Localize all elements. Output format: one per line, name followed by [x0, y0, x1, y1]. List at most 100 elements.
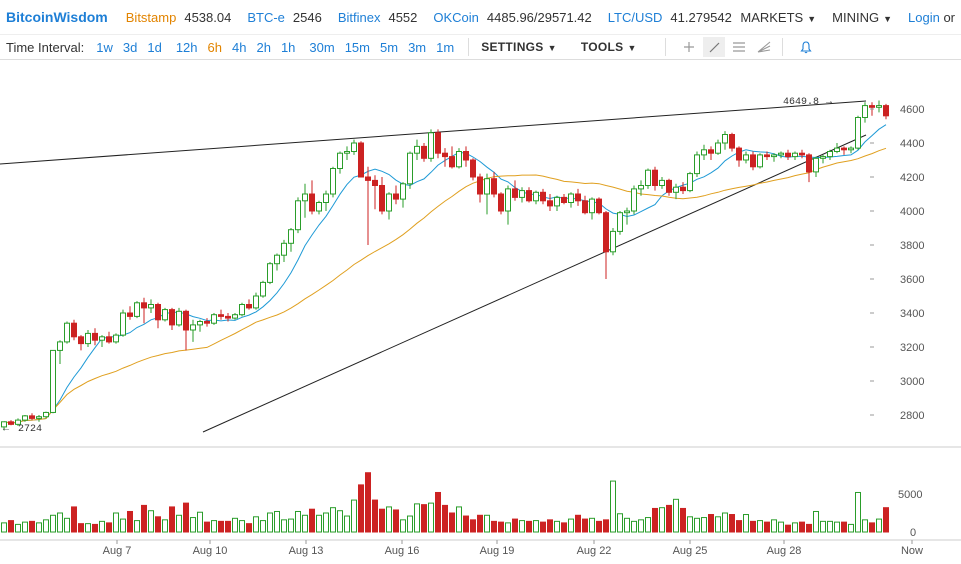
candle	[491, 171, 497, 198]
candle	[344, 146, 350, 160]
candle-body	[428, 132, 434, 159]
lower-trendline[interactable]	[202, 134, 867, 433]
candle-body	[316, 202, 322, 212]
y-tick-label: 4200	[900, 172, 924, 184]
volume-bar	[841, 521, 847, 533]
candle	[36, 415, 42, 422]
candle-body	[764, 154, 770, 158]
candle	[624, 207, 630, 225]
chart-toolbar: Time Interval: 1w 3d 1d 12h 6h 4h 2h 1h 30m 15m 5m…	[0, 34, 961, 60]
volume-bar	[799, 521, 805, 533]
volume-bar	[421, 504, 427, 533]
interval-1d[interactable]: 1d	[147, 39, 162, 55]
candle	[631, 185, 637, 215]
candle	[582, 195, 588, 215]
interval-15m[interactable]: 15m	[344, 39, 370, 55]
interval-12h[interactable]: 12h	[175, 39, 198, 55]
candle-body	[596, 198, 602, 214]
interval-2h[interactable]: 2h	[256, 39, 271, 55]
candle-body	[372, 179, 378, 187]
volume-bar	[575, 514, 581, 533]
exchange-ticker[interactable]: Bitfinex 4552	[338, 10, 418, 25]
alert-bell-icon[interactable]	[795, 37, 817, 57]
volume-bars	[1, 472, 889, 533]
volume-bar	[687, 516, 693, 533]
candle-body	[127, 312, 133, 317]
candle-body	[603, 212, 609, 253]
candle-body	[421, 145, 427, 159]
exchange-ticker[interactable]: LTC/USD 41.279542	[608, 10, 732, 25]
line-tool-icon[interactable]	[702, 37, 725, 57]
interval-3m[interactable]: 3m	[408, 39, 427, 55]
y-tick-label: 3000	[900, 376, 924, 388]
candle-body	[624, 210, 630, 214]
exchange-ticker[interactable]: Bitstamp 4538.04	[126, 10, 232, 25]
interval-5m[interactable]: 5m	[380, 39, 399, 55]
candle-body	[239, 304, 245, 316]
volume-bar	[50, 514, 56, 533]
volume-bar	[764, 521, 770, 533]
volume-bar	[288, 518, 294, 533]
candle-body	[155, 304, 161, 321]
exchange-ticker[interactable]: OKCoin 4485.96/29571.42	[433, 10, 591, 25]
volume-bar	[848, 523, 854, 533]
exchange-price: 41.279542	[670, 9, 732, 25]
candle	[134, 301, 140, 319]
volume-bar	[540, 521, 546, 533]
candle-body	[498, 193, 504, 212]
crosshair-tool-icon[interactable]	[678, 37, 700, 57]
candle-body	[29, 415, 35, 419]
candle-body	[176, 310, 182, 326]
candle	[407, 151, 413, 189]
candle-body	[1, 421, 7, 428]
candle	[540, 188, 546, 205]
volume-bar	[498, 521, 504, 533]
volume-bar	[428, 502, 434, 533]
volume-bar	[512, 518, 518, 533]
candle-body	[330, 168, 336, 195]
settings-label: SETTINGS	[481, 40, 544, 54]
brand-logo[interactable]: BitcoinWisdom	[6, 9, 108, 25]
volume-bar	[526, 520, 532, 533]
interval-6h[interactable]: 6h	[207, 39, 222, 55]
mining-label: MINING	[832, 9, 880, 25]
settings-dropdown[interactable]: SETTINGS ▼	[481, 40, 557, 54]
candle	[190, 319, 196, 342]
candle	[337, 151, 343, 174]
candle-body	[701, 149, 707, 156]
login-label: Login	[908, 9, 940, 25]
interval-30m[interactable]: 30m	[309, 39, 335, 55]
interval-1h[interactable]: 1h	[280, 39, 296, 55]
candle-body	[582, 200, 588, 214]
volume-bar	[729, 514, 735, 533]
fan-tool-icon[interactable]	[753, 37, 775, 57]
volume-bar	[393, 509, 399, 533]
interval-1m[interactable]: 1m	[436, 39, 455, 55]
volume-bar	[71, 506, 77, 533]
candle	[505, 185, 511, 225]
volume-bar	[78, 523, 84, 533]
price-chart[interactable]: 4600 4400 4200 4000 3800 3600 3400 3200 3000 2800…	[0, 60, 961, 564]
candle-body	[631, 188, 637, 212]
interval-4h[interactable]: 4h	[232, 39, 247, 55]
candle	[680, 182, 686, 194]
interval-3d[interactable]: 3d	[122, 39, 138, 55]
login-link[interactable]: Login or	[908, 10, 955, 25]
candle-body	[785, 152, 791, 158]
candle	[120, 309, 126, 337]
horizontal-lines-tool-icon[interactable]	[728, 37, 750, 57]
volume-bar	[43, 519, 49, 533]
y-tick-label: 3800	[900, 240, 924, 252]
markets-menu[interactable]: MARKETS ▼	[740, 10, 816, 25]
candle-body	[883, 105, 889, 117]
candle	[575, 188, 581, 206]
interval-1w[interactable]: 1w	[96, 39, 113, 55]
volume-bar	[603, 519, 609, 533]
tools-dropdown[interactable]: TOOLS ▼	[581, 40, 637, 54]
mining-menu[interactable]: MINING ▼	[832, 10, 892, 25]
volume-bar	[463, 515, 469, 533]
exchange-ticker[interactable]: BTC-e 2546	[247, 10, 321, 25]
candle-body	[694, 154, 700, 175]
time-interval-label: Time Interval:	[6, 39, 85, 55]
candle-body	[484, 178, 490, 195]
